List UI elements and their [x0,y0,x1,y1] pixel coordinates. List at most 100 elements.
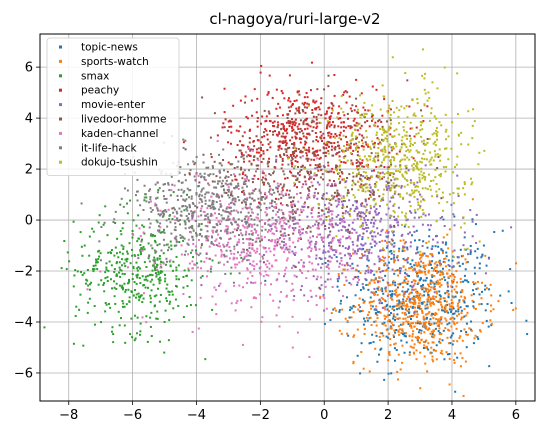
point-kaden-channel [275,279,278,282]
point-it-life-hack [184,223,187,226]
point-dokujo-tsushin [338,165,341,168]
point-movie-enter [360,243,363,246]
point-sports-watch [438,285,441,288]
point-dokujo-tsushin [436,87,439,90]
point-sports-watch [414,288,417,291]
point-dokujo-tsushin [374,160,377,163]
point-peachy [317,140,320,143]
point-it-life-hack [241,186,244,189]
point-livedoor-homme [336,152,339,155]
point-kaden-channel [283,250,286,253]
point-kaden-channel [309,289,312,292]
point-movie-enter [427,224,430,227]
point-smax [137,254,140,257]
point-sports-watch [421,311,424,314]
point-sports-watch [391,307,394,310]
point-movie-enter [288,237,291,240]
point-it-life-hack [264,228,267,231]
point-smax [119,268,122,271]
point-it-life-hack [199,172,202,175]
point-movie-enter [374,308,377,311]
point-it-life-hack [227,211,230,214]
point-topic-news [335,256,338,259]
point-movie-enter [353,276,356,279]
point-it-life-hack [165,219,168,222]
point-it-life-hack [198,195,201,198]
point-smax [105,268,108,271]
point-it-life-hack [237,182,240,185]
point-sports-watch [432,286,435,289]
point-it-life-hack [172,211,175,214]
point-peachy [342,129,345,132]
point-livedoor-homme [291,216,294,219]
point-smax [123,282,126,285]
point-kaden-channel [188,262,191,265]
point-peachy [351,162,354,165]
point-it-life-hack [253,218,256,221]
point-it-life-hack [226,189,229,192]
point-livedoor-homme [346,112,349,115]
point-smax [126,257,129,260]
point-dokujo-tsushin [343,196,346,199]
point-topic-news [488,365,491,368]
point-livedoor-homme [355,200,358,203]
point-sports-watch [417,281,420,284]
point-sports-watch [409,266,412,269]
point-it-life-hack [228,212,231,215]
point-livedoor-homme [231,179,234,182]
point-it-life-hack [220,185,223,188]
point-topic-news [430,280,433,283]
point-sports-watch [344,317,347,320]
point-livedoor-homme [281,189,284,192]
point-smax [177,264,180,267]
point-dokujo-tsushin [408,158,411,161]
point-sports-watch [372,279,375,282]
point-sports-watch [424,362,427,365]
point-dokujo-tsushin [478,240,481,243]
point-kaden-channel [86,288,89,291]
point-peachy [294,118,297,121]
point-smax [82,344,85,347]
point-it-life-hack [158,243,161,246]
point-topic-news [356,354,359,357]
point-kaden-channel [210,195,213,198]
point-it-life-hack [149,196,152,199]
point-livedoor-homme [297,165,300,168]
point-sports-watch [366,283,369,286]
point-dokujo-tsushin [405,150,408,153]
point-topic-news [428,322,431,325]
point-smax [86,311,89,314]
point-it-life-hack [188,212,190,215]
point-movie-enter [422,142,425,145]
point-topic-news [426,246,429,249]
point-sports-watch [422,264,425,267]
point-movie-enter [421,223,424,226]
point-dokujo-tsushin [442,196,445,199]
point-dokujo-tsushin [384,130,387,133]
point-movie-enter [344,254,347,257]
point-livedoor-homme [356,136,359,139]
point-it-life-hack [242,199,245,202]
point-dokujo-tsushin [327,215,330,218]
point-it-life-hack [156,207,159,210]
point-sports-watch [440,349,443,352]
point-sports-watch [319,295,322,298]
point-peachy [288,125,291,128]
point-sports-watch [452,316,454,319]
point-movie-enter [315,278,318,281]
point-peachy [266,93,269,96]
point-sports-watch [402,317,405,320]
point-sports-watch [412,288,415,291]
point-peachy [305,92,308,95]
point-smax [114,246,117,249]
point-topic-news [449,342,452,345]
point-peachy [325,110,328,113]
point-sports-watch [408,300,411,303]
point-dokujo-tsushin [385,184,388,187]
point-smax [172,307,175,310]
point-kaden-channel [295,192,298,195]
point-sports-watch [433,334,436,337]
point-livedoor-homme [322,178,325,181]
point-topic-news [404,335,407,338]
point-dokujo-tsushin [391,99,394,102]
